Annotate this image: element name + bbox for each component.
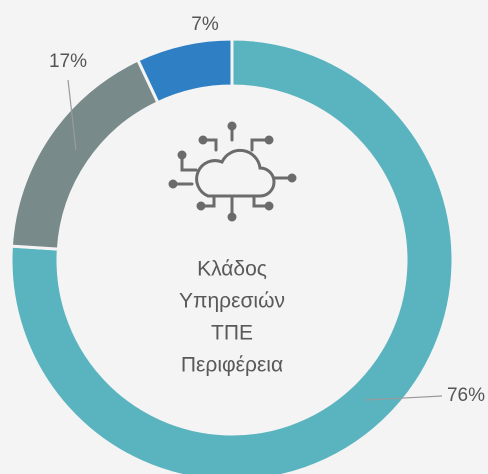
center-label: ΤΠΕ xyxy=(211,322,253,345)
donut-segment xyxy=(135,37,234,105)
data-label: 17% xyxy=(49,51,87,72)
leader-line xyxy=(364,395,443,401)
cloud-icon xyxy=(168,121,297,222)
center-label: Κλάδος xyxy=(197,258,267,281)
center-label: Υπηρεσιών xyxy=(179,290,285,313)
center-label: Περιφέρεια xyxy=(181,354,283,377)
data-label: 76% xyxy=(447,385,485,406)
leader-line xyxy=(67,79,77,151)
data-label: 7% xyxy=(191,14,219,35)
donut-segment xyxy=(9,37,455,474)
